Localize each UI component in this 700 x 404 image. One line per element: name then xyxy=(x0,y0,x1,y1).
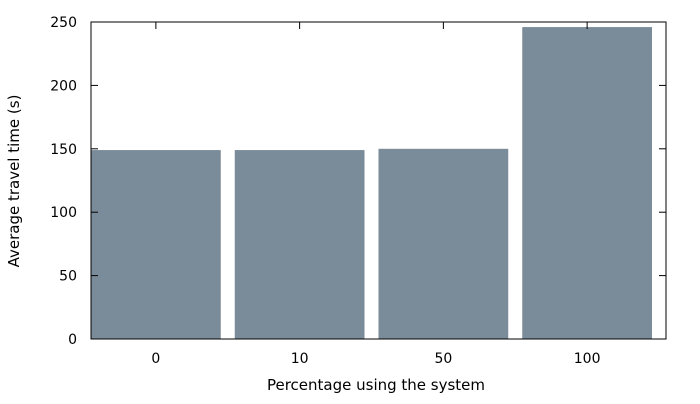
bar-10 xyxy=(234,150,365,339)
x-tick-label: 50 xyxy=(434,351,452,367)
y-tick-label: 150 xyxy=(50,142,77,158)
ticks-layer: 0 50 100 150 200 250 0 10 50 100 xyxy=(50,15,666,367)
x-tick-label: 10 xyxy=(291,351,309,367)
y-tick-label: 100 xyxy=(50,205,77,221)
y-tick-label: 250 xyxy=(50,15,77,31)
y-tick-label: 200 xyxy=(50,78,77,94)
bar-0 xyxy=(91,150,221,339)
x-tick-label: 100 xyxy=(574,351,601,367)
x-axis-title: Percentage using the system xyxy=(267,376,485,394)
bars-layer xyxy=(91,27,652,340)
bar-50 xyxy=(378,148,509,339)
y-axis-title: Average travel time (s) xyxy=(5,95,23,268)
y-tick-label: 50 xyxy=(59,269,77,285)
axes-layer xyxy=(90,21,667,340)
x-tick-label: 0 xyxy=(151,351,160,367)
bar-100 xyxy=(522,27,652,340)
plot-frame xyxy=(90,21,667,340)
y-tick-label: 0 xyxy=(68,332,77,348)
